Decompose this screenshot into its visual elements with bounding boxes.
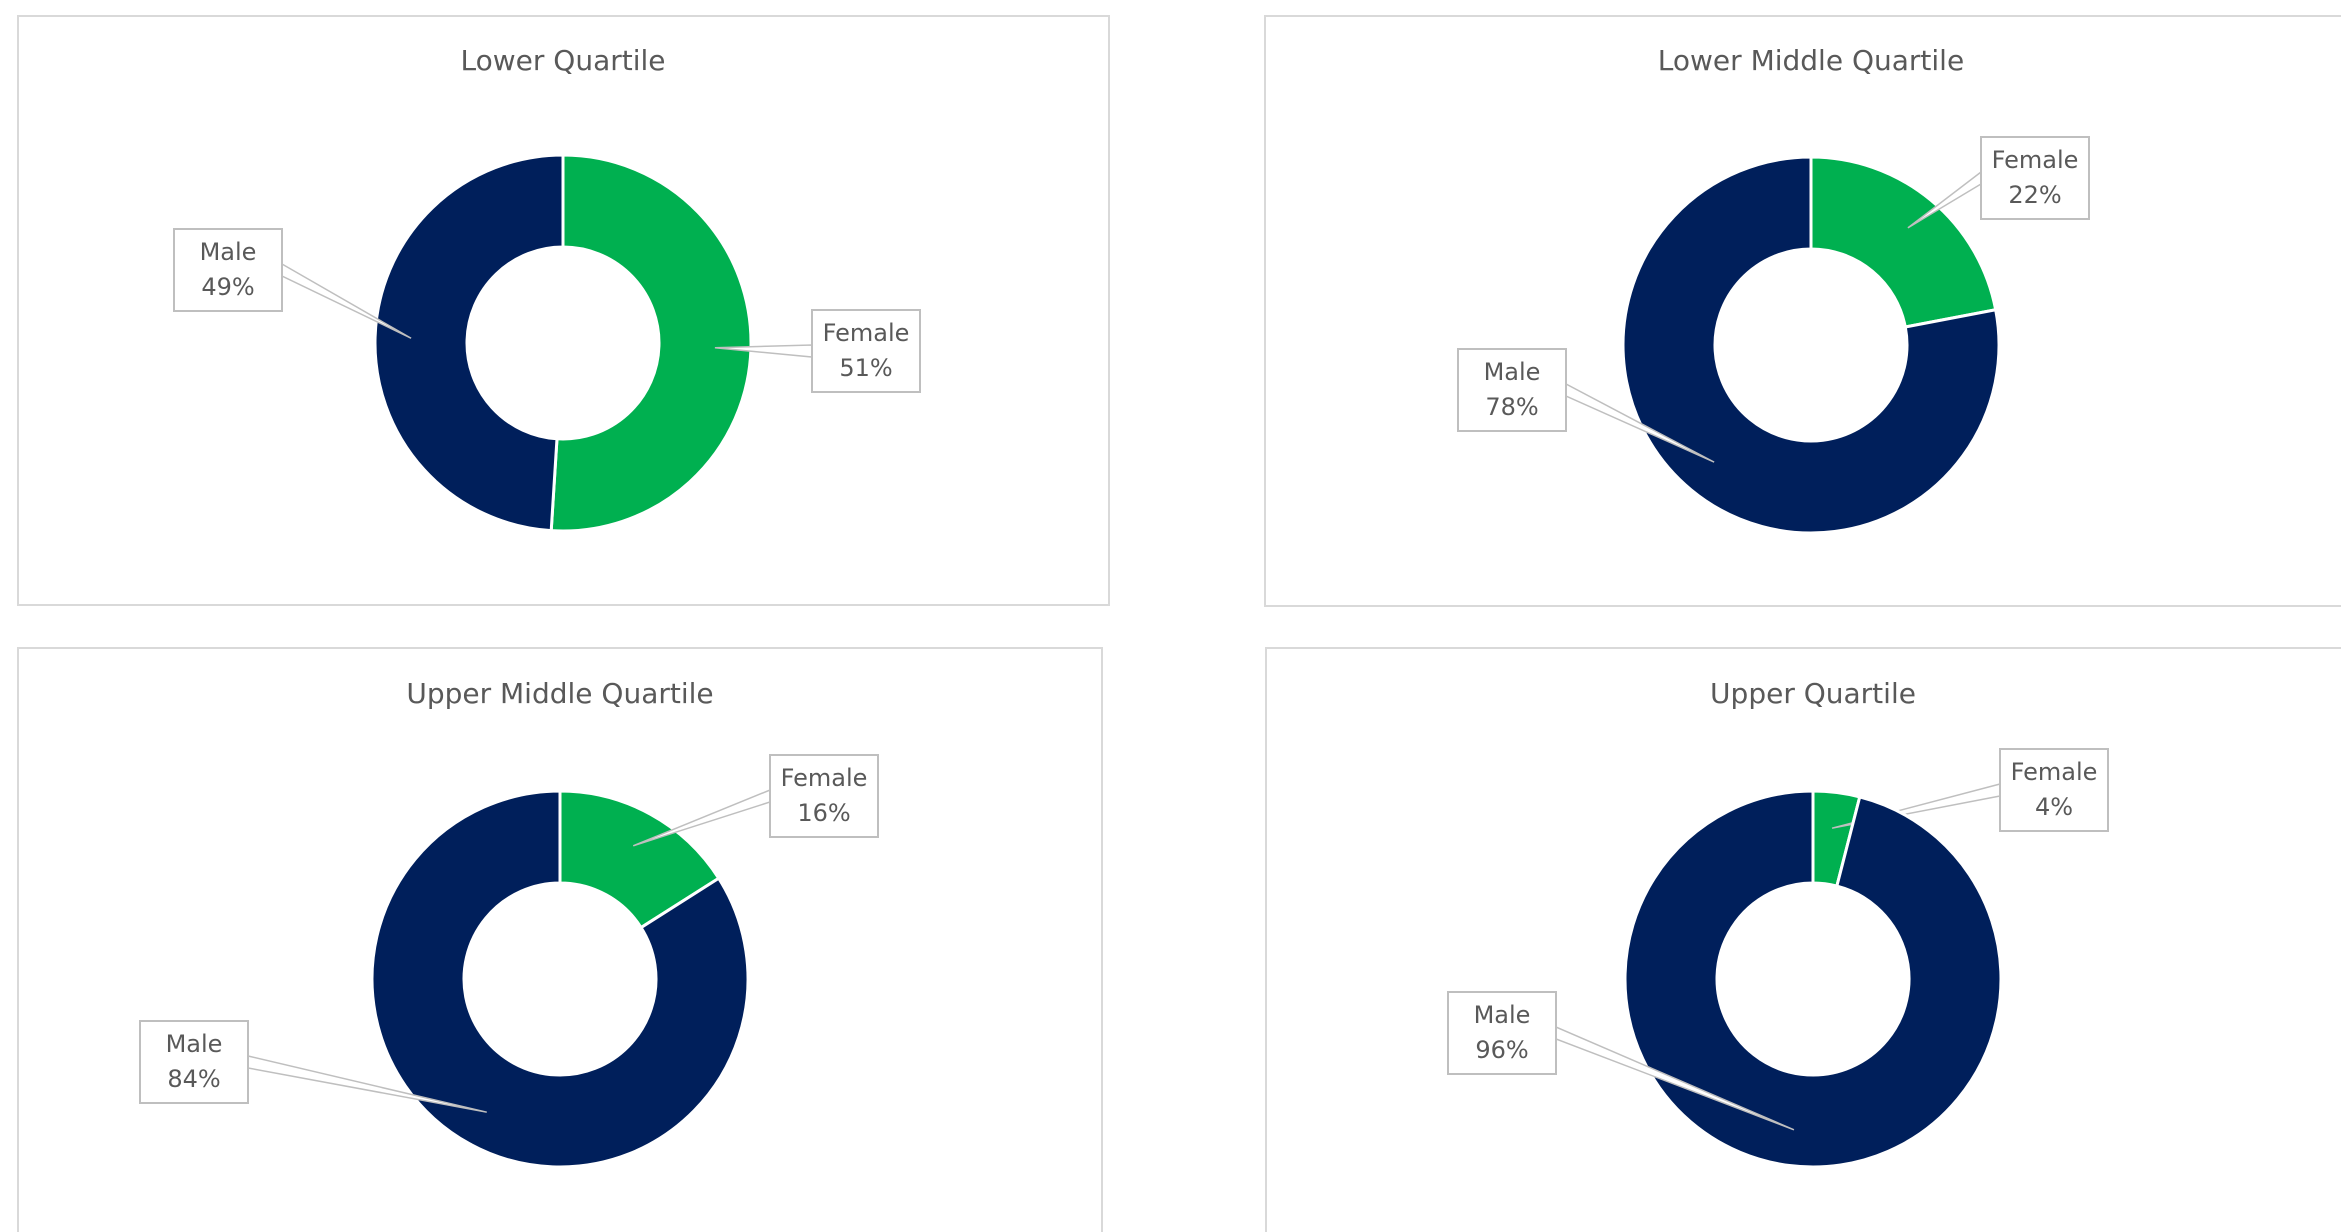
donut-segment [1621,155,2001,535]
data-label-category: Male [1474,1001,1531,1029]
data-label-value: 16% [797,799,850,827]
data-label-value: 96% [1475,1036,1528,1064]
data-label-box [1999,748,2109,832]
data-label-box [1980,136,2090,220]
data-label-category: Female [823,319,910,347]
chart-title: Upper Quartile [1710,677,1916,710]
data-label-box [139,1020,249,1104]
donut-segment [370,789,750,1169]
donut-segment [558,789,721,930]
data-label-box [769,754,879,838]
donut-segment [373,153,565,533]
data-label-value: 51% [839,354,892,382]
chart-title: Lower Quartile [461,44,666,77]
data-label-value: 22% [2008,181,2061,209]
data-label-value: 4% [2035,793,2073,821]
data-label-category: Male [166,1030,223,1058]
data-label-category: Female [1992,146,2079,174]
data-label-value: 78% [1485,393,1538,421]
data-label-category: Female [2011,758,2098,786]
data-label-box [811,309,921,393]
data-label-box [173,228,283,312]
data-label-box [1457,348,1567,432]
donut-segment [1809,155,1998,329]
donut-segment [549,153,753,533]
chart-title: Upper Middle Quartile [406,677,713,710]
data-label-category: Female [781,764,868,792]
data-label-category: Male [1484,358,1541,386]
chart-title: Lower Middle Quartile [1658,44,1964,77]
data-label-box [1447,991,1557,1075]
data-label-value: 84% [167,1065,220,1093]
data-label-category: Male [200,238,257,266]
data-label-value: 49% [201,273,254,301]
donut-segment [1623,789,2003,1169]
